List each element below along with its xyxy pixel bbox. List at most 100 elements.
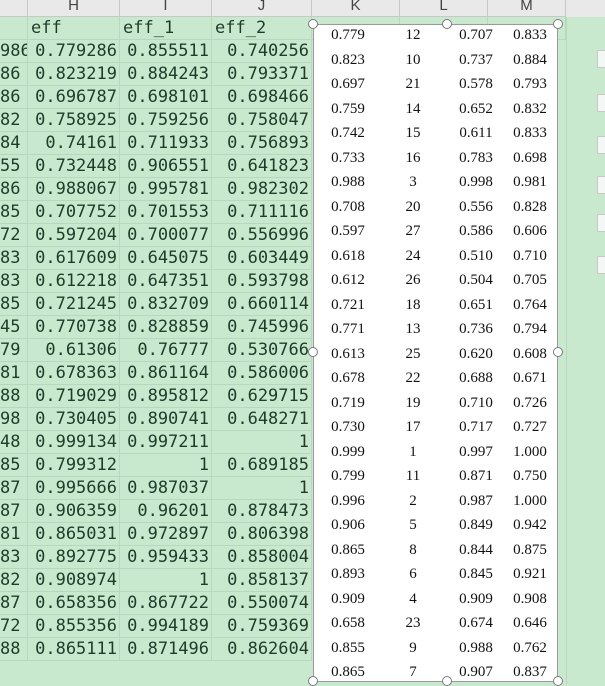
cell-eff-2[interactable]: 0.759369 [212,615,312,638]
cell-eff-2[interactable]: 0.756893 [212,132,312,155]
cell-eff-2[interactable]: 0.858137 [212,569,312,592]
cell-eff-1[interactable]: 0.759256 [120,109,212,132]
cell-eff[interactable]: 0.721245 [28,293,120,316]
cell-eff[interactable]: 0.908974 [28,569,120,592]
cell-eff-1[interactable]: 0.855511 [120,40,212,63]
cell-partial[interactable]: 87 [0,477,28,500]
cell-eff[interactable]: 0.74161 [28,132,120,155]
cell-eff-1[interactable]: 0.987037 [120,477,212,500]
cell-partial[interactable]: 83 [0,247,28,270]
cell-eff-1[interactable]: 0.96201 [120,500,212,523]
cell-eff-1[interactable]: 0.890741 [120,408,212,431]
cell-eff-2[interactable]: 0.556996 [212,224,312,247]
cell-eff-2[interactable]: 0.689185 [212,454,312,477]
cell-eff-1[interactable]: 0.701553 [120,201,212,224]
cell-partial[interactable]: 98 [0,408,28,431]
cell-eff-1[interactable]: 0.906551 [120,155,212,178]
cell-eff-2[interactable]: 0.740256 [212,40,312,63]
cell-eff[interactable]: 0.617609 [28,247,120,270]
cell-partial[interactable]: 81 [0,362,28,385]
cell-eff[interactable]: 0.892775 [28,546,120,569]
side-button-6[interactable] [597,256,605,274]
cell-eff-2[interactable]: 0.745996 [212,316,312,339]
cell-eff-2[interactable]: 0.806398 [212,523,312,546]
cell-eff[interactable]: 0.906359 [28,500,120,523]
resize-handle-middle-left[interactable] [308,347,318,357]
cell-eff[interactable]: 0.707752 [28,201,120,224]
resize-handle-top-middle[interactable] [442,19,452,29]
cell-eff-2[interactable]: 0.530766 [212,339,312,362]
column-header-h[interactable]: H [28,0,120,17]
cell-partial[interactable]: 72 [0,224,28,247]
cell-partial[interactable]: 48 [0,431,28,454]
cell-partial-header[interactable] [0,17,28,40]
cell-eff-1[interactable]: 0.861164 [120,362,212,385]
header-cell-eff-2[interactable]: eff_2 [212,17,312,40]
cell-eff-2[interactable]: 0.862604 [212,638,312,661]
cell-eff-1[interactable]: 0.645075 [120,247,212,270]
cell-partial[interactable]: 72 [0,615,28,638]
cell-partial[interactable]: 79 [0,339,28,362]
cell-eff-2[interactable]: 0.648271 [212,408,312,431]
cell-eff-2[interactable]: 0.586006 [212,362,312,385]
side-button-2[interactable] [597,94,605,112]
cell-eff-2[interactable]: 1 [212,477,312,500]
cell-eff-2[interactable]: 0.603449 [212,247,312,270]
cell-eff[interactable]: 0.612218 [28,270,120,293]
cell-partial[interactable]: 85 [0,454,28,477]
cell-eff-2[interactable]: 0.878473 [212,500,312,523]
cell-eff-1[interactable]: 0.997211 [120,431,212,454]
cell-eff[interactable]: 0.597204 [28,224,120,247]
cell-eff-1[interactable]: 0.895812 [120,385,212,408]
side-button-5[interactable] [597,214,605,232]
cell-eff-1[interactable]: 0.828859 [120,316,212,339]
cell-eff[interactable]: 0.770738 [28,316,120,339]
cell-partial[interactable]: 87 [0,500,28,523]
header-cell-eff-1[interactable]: eff_1 [120,17,212,40]
cell-eff[interactable]: 0.865111 [28,638,120,661]
column-header-n[interactable] [566,0,605,18]
cell-eff-1[interactable]: 0.995781 [120,178,212,201]
cell-eff-2[interactable]: 0.793371 [212,63,312,86]
cell-partial[interactable]: 86 [0,63,28,86]
cell-eff-2[interactable]: 0.758047 [212,109,312,132]
cell-partial[interactable]: 986 [0,40,28,63]
cell-eff[interactable]: 0.732448 [28,155,120,178]
resize-handle-top-right[interactable] [553,19,563,29]
cell-eff-1[interactable]: 0.867722 [120,592,212,615]
header-cell-eff[interactable]: eff [28,17,120,40]
side-button-4[interactable] [597,176,605,194]
cell-eff[interactable]: 0.865031 [28,523,120,546]
cell-partial[interactable]: 85 [0,293,28,316]
cell-eff[interactable]: 0.696787 [28,86,120,109]
cell-partial[interactable]: 84 [0,132,28,155]
column-header-k[interactable]: K [312,0,400,17]
cell-eff[interactable]: 0.999134 [28,431,120,454]
cell-eff-2[interactable]: 1 [212,431,312,454]
pasted-table-object[interactable]: 0.779 12 0.707 0.833 0.823 10 0.737 0.884 0.697 2… [313,24,558,682]
cell-partial[interactable]: 55 [0,155,28,178]
cell-eff-2[interactable]: 0.593798 [212,270,312,293]
cell-eff[interactable]: 0.779286 [28,40,120,63]
cell-partial[interactable]: 86 [0,178,28,201]
cell-partial[interactable]: 82 [0,569,28,592]
cell-eff-2[interactable]: 0.641823 [212,155,312,178]
cell-eff-1[interactable]: 0.832709 [120,293,212,316]
cell-partial[interactable]: 85 [0,201,28,224]
cell-eff-1[interactable]: 0.700077 [120,224,212,247]
resize-handle-bottom-right[interactable] [553,676,563,686]
cell-eff-1[interactable]: 0.647351 [120,270,212,293]
resize-handle-bottom-middle[interactable] [442,676,452,686]
cell-eff-1[interactable]: 0.994189 [120,615,212,638]
column-header-partial[interactable] [0,0,28,17]
cell-partial[interactable]: 45 [0,316,28,339]
cell-partial[interactable]: 86 [0,86,28,109]
cell-partial[interactable]: 81 [0,523,28,546]
column-n-cells[interactable] [566,17,605,684]
cell-eff[interactable]: 0.995666 [28,477,120,500]
column-header-j[interactable]: J [212,0,312,17]
column-header-l[interactable]: L [400,0,488,17]
cell-eff[interactable]: 0.758925 [28,109,120,132]
cell-partial[interactable]: 83 [0,270,28,293]
